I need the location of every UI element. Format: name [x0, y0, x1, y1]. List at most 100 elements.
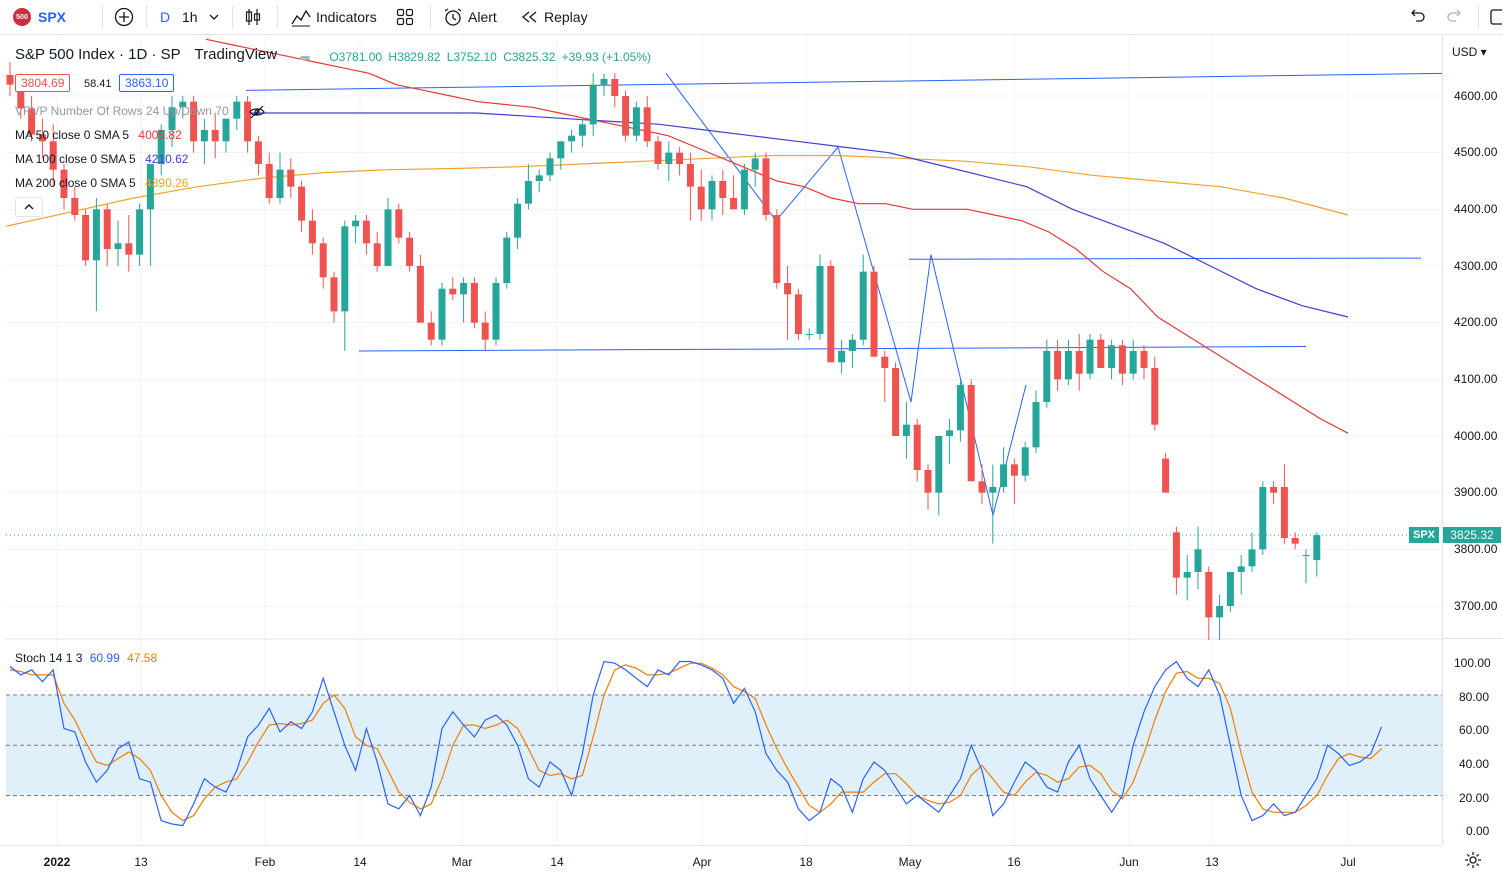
candle-up	[1021, 447, 1029, 476]
layouts-button[interactable]	[396, 0, 414, 34]
candle-down	[17, 84, 25, 109]
candle-down	[1151, 368, 1159, 425]
price-tick: 3700.00	[1454, 599, 1498, 613]
candle-down	[924, 470, 932, 493]
symbol-legend: S&P 500 Index · 1D · SP TradingView	[15, 46, 277, 63]
candle-up	[233, 101, 241, 119]
toolbar-divider	[146, 6, 147, 28]
time-tick: 14	[550, 855, 564, 869]
candle-down	[892, 368, 900, 436]
ma200-line	[6, 154, 1349, 227]
candle-up	[168, 107, 176, 130]
buy-price-box[interactable]: 3863.10	[119, 74, 175, 92]
price-chart[interactable]	[6, 36, 1442, 845]
alert-label: Alert	[468, 9, 497, 25]
time-tick: 13	[134, 855, 148, 869]
interval-dropdown[interactable]	[208, 0, 220, 34]
candle-up	[1108, 345, 1116, 368]
candle-up	[902, 424, 910, 436]
ma50-value: 4005.82	[138, 128, 182, 142]
candle-down	[82, 215, 90, 261]
candle-up	[1302, 555, 1310, 556]
candle-down	[1172, 532, 1180, 578]
candle-down	[60, 169, 68, 198]
candle-up	[935, 436, 943, 493]
ma50-label: MA 50 close 0 SMA 5	[15, 128, 130, 142]
sell-price-box[interactable]: 3804.69	[15, 74, 71, 92]
fullscreen-button[interactable]	[1490, 0, 1502, 34]
chart-pane[interactable]: S&P 500 Index · 1D · SP TradingView O378…	[6, 36, 1442, 845]
price-tick: 4000.00	[1454, 429, 1498, 443]
toolbar-divider	[277, 6, 278, 28]
price-tick: 3800.00	[1454, 542, 1498, 556]
candle-down	[643, 107, 651, 142]
grid-icon	[396, 8, 414, 26]
stoch-tick: 20.00	[1459, 791, 1490, 805]
stoch-tick: 100.00	[1454, 656, 1491, 670]
redo-button[interactable]	[1446, 0, 1464, 34]
interval-day-button[interactable]: D	[160, 9, 171, 25]
price-tick: 4600.00	[1454, 89, 1498, 103]
stoch-d-value: 47.58	[127, 651, 158, 665]
legend-toggle[interactable]	[300, 55, 310, 60]
rewind-icon	[521, 11, 537, 23]
candle-up	[816, 266, 824, 334]
candle-up	[568, 135, 576, 142]
candle-up	[632, 107, 640, 136]
candle-down	[470, 283, 478, 323]
compare-button[interactable]	[114, 0, 134, 34]
settings-gear-icon[interactable]	[1464, 851, 1482, 869]
candle-up	[146, 164, 154, 210]
candle-down	[244, 101, 252, 142]
trend-line	[245, 72, 1442, 91]
stoch-k-line	[9, 660, 1383, 827]
price-axis[interactable]: USD ▾ 4600.00 4500.00 4400.00 4300.00 42…	[1442, 36, 1503, 845]
candle-up	[838, 351, 846, 363]
time-tick: May	[898, 855, 922, 869]
replay-button[interactable]: Replay	[520, 0, 588, 34]
time-tick: 13	[1205, 855, 1219, 869]
interval-hour-button[interactable]: 1h	[182, 9, 198, 25]
candle-down	[697, 186, 705, 210]
candle-up	[1259, 487, 1267, 550]
price-tick: 4200.00	[1454, 315, 1498, 329]
toolbar-divider	[430, 6, 431, 28]
ohlc-high: H3829.82	[388, 50, 441, 64]
candle-down	[449, 288, 457, 295]
vrvp-legend: VRVP Number Of Rows 24 Up/Down 70	[15, 104, 229, 118]
candle-up	[1183, 572, 1191, 578]
candle-down	[1270, 487, 1278, 493]
candle-down	[481, 322, 489, 340]
candle-up	[384, 209, 392, 266]
candle-down	[773, 215, 781, 283]
time-axis[interactable]: 2022 13 Feb 14 Mar 14 Apr 18 May 16 Jun …	[0, 845, 1442, 874]
candle-up	[200, 130, 208, 142]
candles-icon	[245, 9, 261, 25]
symbol-search[interactable]: SPX	[38, 9, 67, 25]
symbol-price-tag: SPX	[1409, 527, 1439, 543]
currency-label[interactable]: USD ▾	[1452, 45, 1487, 59]
alarm-clock-icon	[444, 8, 462, 26]
indicators-label: Indicators	[316, 9, 377, 25]
candle-up	[557, 141, 565, 159]
eye-off-icon[interactable]	[249, 104, 265, 120]
indicators-button[interactable]: Indicators	[290, 0, 377, 34]
chart-type-button[interactable]	[243, 0, 263, 34]
candle-up	[589, 84, 597, 125]
stoch-tick: 40.00	[1459, 757, 1490, 771]
undo-button[interactable]	[1408, 0, 1426, 34]
ohlc-close: C3825.32	[503, 50, 556, 64]
time-tick: Apr	[692, 855, 712, 869]
candle-down	[1162, 458, 1170, 493]
ma50-legend: MA 50 close 0 SMA 5 4005.82	[15, 128, 182, 142]
candle-down	[6, 75, 14, 85]
ma200-label: MA 200 close 0 SMA 5	[15, 176, 136, 190]
candle-down	[427, 322, 435, 340]
pane-separator	[1443, 638, 1503, 639]
candle-down	[71, 198, 79, 215]
alert-button[interactable]: Alert	[442, 0, 497, 34]
undo-icon	[1411, 9, 1425, 22]
collapse-legend-button[interactable]	[15, 197, 43, 217]
candle-down	[1010, 464, 1018, 476]
candle-up	[1086, 339, 1094, 374]
